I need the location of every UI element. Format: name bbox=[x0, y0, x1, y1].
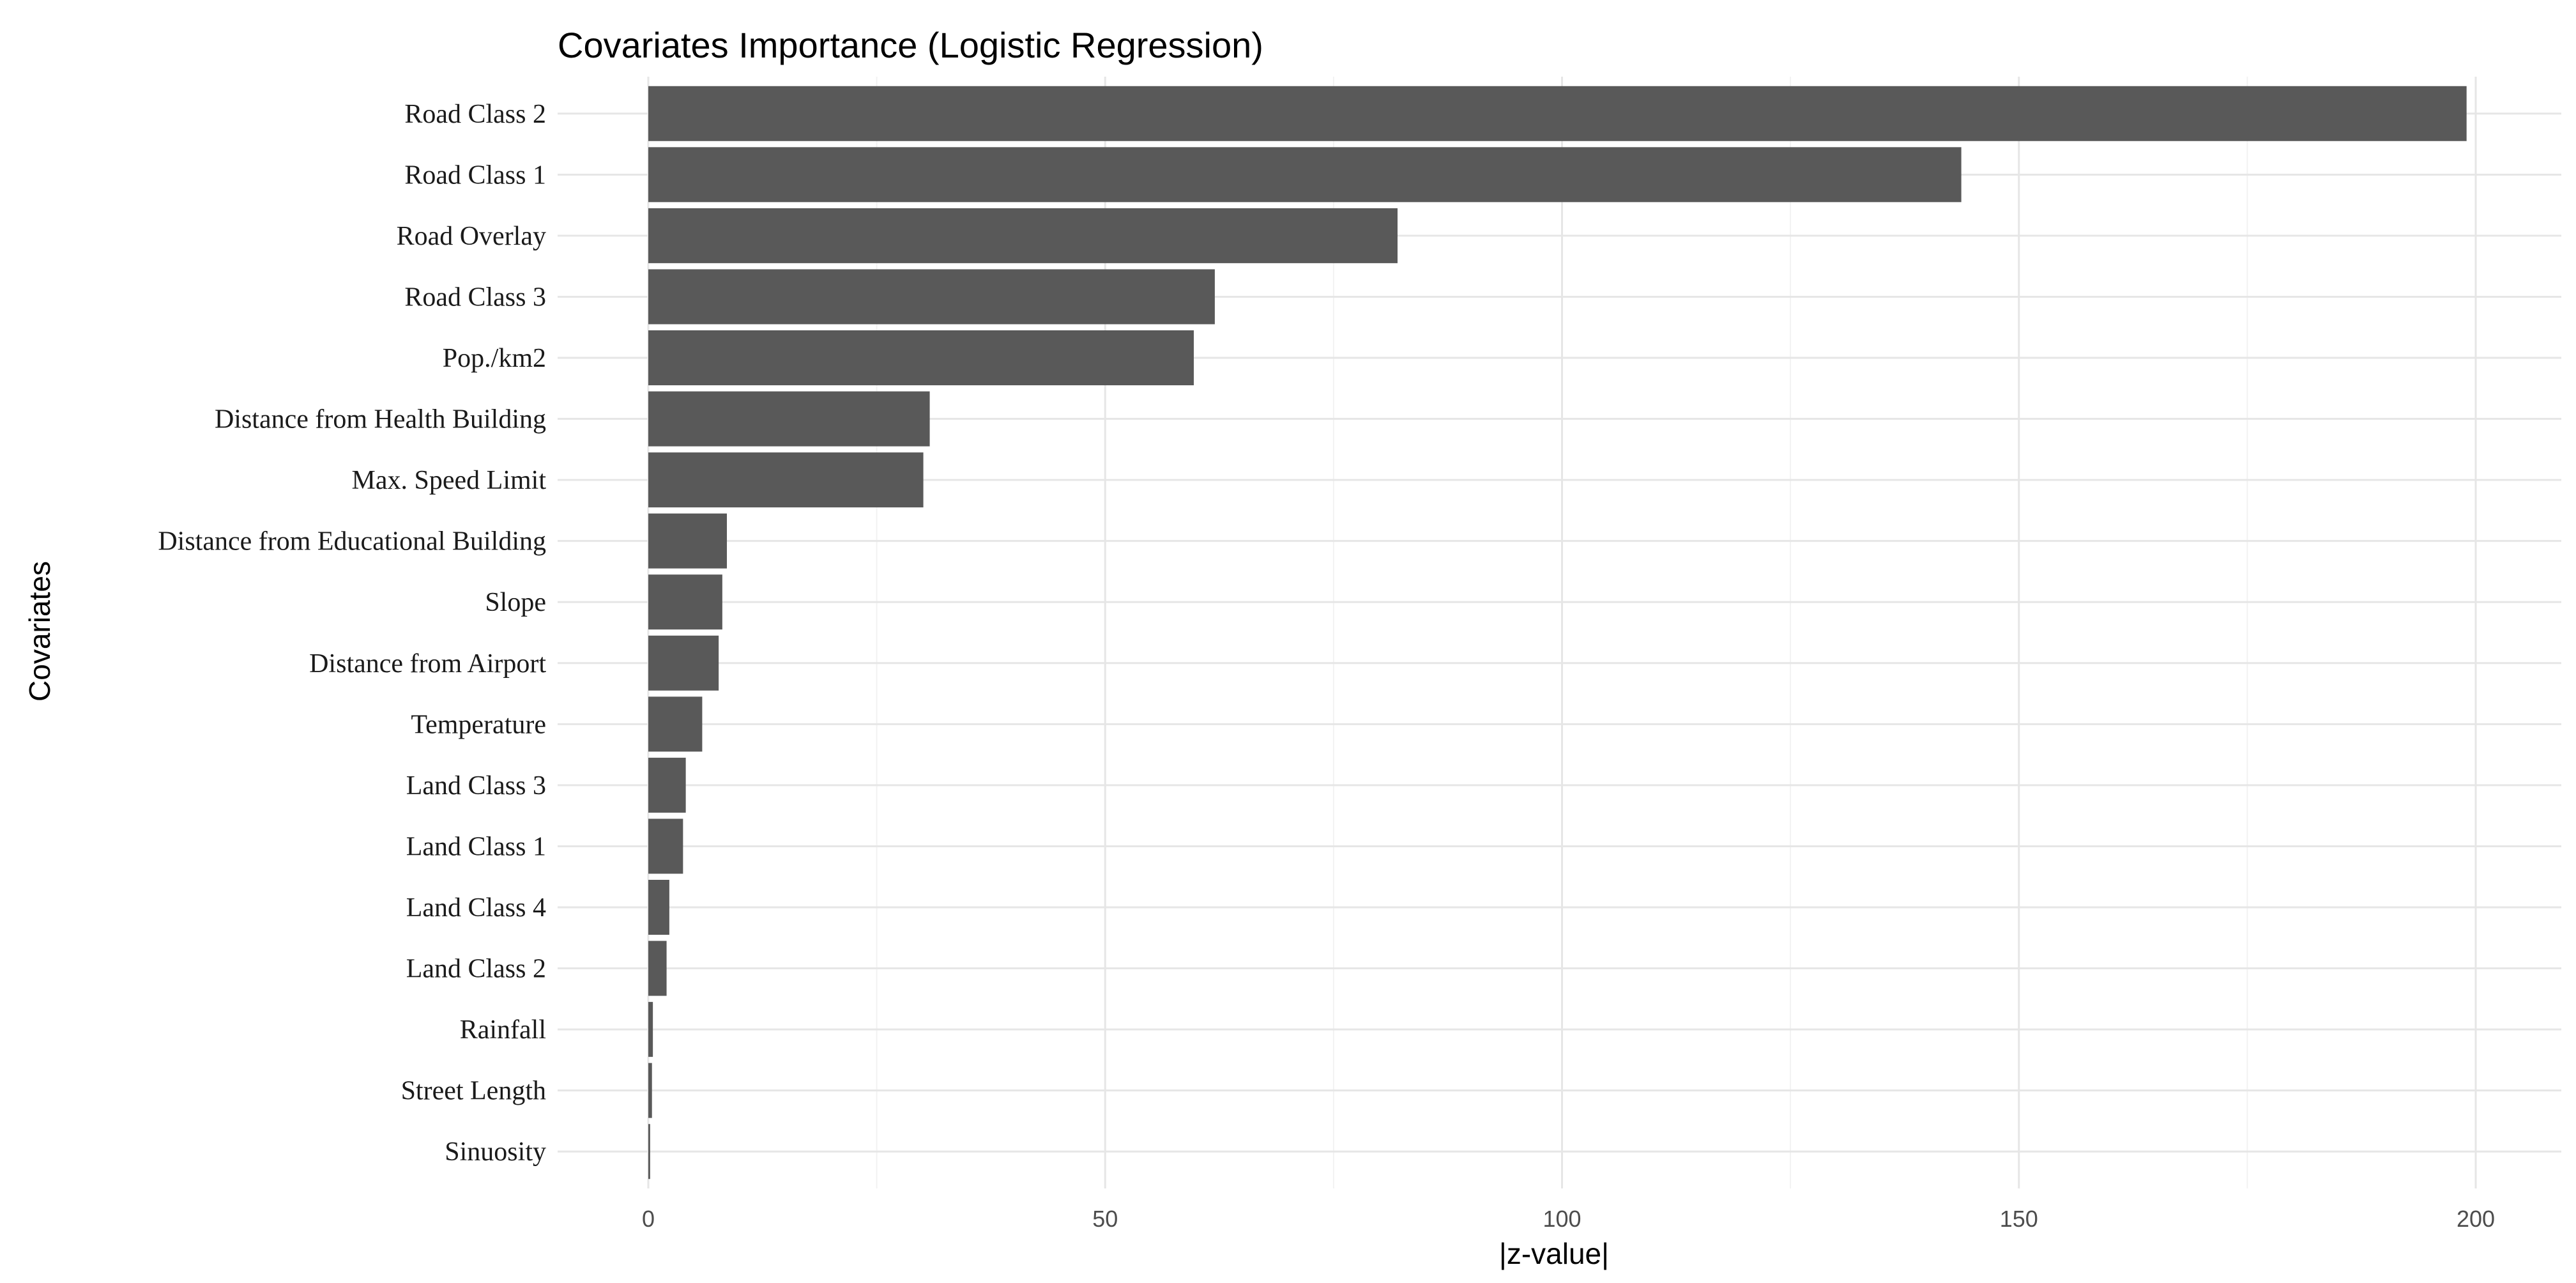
y-tick-label: Distance from Airport bbox=[309, 649, 546, 679]
x-tick-label: 200 bbox=[2457, 1206, 2495, 1232]
y-tick-label: Road Overlay bbox=[397, 222, 546, 251]
y-axis-title: Covariates bbox=[23, 561, 56, 702]
y-tick-label: Distance from Educational Building bbox=[158, 527, 546, 557]
x-tick-label: 50 bbox=[1092, 1206, 1118, 1232]
y-tick-label: Land Class 1 bbox=[406, 832, 546, 861]
bar-slope bbox=[648, 574, 722, 630]
y-tick-label: Sinuosity bbox=[445, 1137, 546, 1167]
y-tick-labels: Road Class 2 Road Class 1 Road Overlay Road… bbox=[158, 100, 546, 1167]
bars bbox=[648, 86, 2467, 1179]
bar-land-class-4 bbox=[648, 880, 669, 935]
bar-road-class-3 bbox=[648, 269, 1215, 325]
bar-sinuosity bbox=[648, 1124, 650, 1179]
y-tick-label: Pop./km2 bbox=[443, 344, 546, 373]
y-tick-label: Land Class 2 bbox=[406, 955, 546, 984]
bar-street-length bbox=[648, 1063, 652, 1118]
y-tick-label: Land Class 4 bbox=[406, 893, 546, 923]
y-tick-label: Distance from Health Building bbox=[215, 405, 546, 434]
y-tick-label: Slope bbox=[485, 588, 546, 617]
bar-road-class-2 bbox=[648, 86, 2467, 141]
y-tick-label: Road Class 3 bbox=[404, 282, 546, 312]
y-tick-label: Temperature bbox=[411, 710, 546, 739]
y-tick-label: Street Length bbox=[401, 1077, 546, 1106]
y-tick-label: Road Class 2 bbox=[404, 100, 546, 129]
chart-title: Covariates Importance (Logistic Regressi… bbox=[558, 25, 1263, 65]
bar-temperature bbox=[648, 696, 703, 752]
y-tick-label: Rainfall bbox=[460, 1015, 546, 1045]
x-tick-labels: 0 50 100 150 200 bbox=[642, 1206, 2495, 1232]
x-tick-label: 150 bbox=[2000, 1206, 2038, 1232]
bar-road-overlay bbox=[648, 208, 1398, 263]
bar-rainfall bbox=[648, 1002, 653, 1057]
x-tick-label: 100 bbox=[1543, 1206, 1581, 1232]
bar-land-class-2 bbox=[648, 941, 667, 996]
x-tick-label: 0 bbox=[642, 1206, 655, 1232]
y-tick-label: Road Class 1 bbox=[404, 160, 546, 190]
bar-road-class-1 bbox=[648, 147, 1962, 203]
bar-pop-km2 bbox=[648, 330, 1194, 385]
bar-max-speed-limit bbox=[648, 452, 924, 508]
bar-distance-from-airport bbox=[648, 635, 719, 691]
bar-distance-from-educational-building bbox=[648, 513, 728, 569]
y-tick-label: Land Class 3 bbox=[406, 771, 546, 801]
bar-land-class-3 bbox=[648, 757, 686, 813]
bar-distance-from-health-building bbox=[648, 391, 930, 447]
bar-land-class-1 bbox=[648, 818, 683, 874]
x-axis-title: |z-value| bbox=[1499, 1237, 1609, 1270]
y-tick-label: Max. Speed Limit bbox=[352, 466, 547, 495]
